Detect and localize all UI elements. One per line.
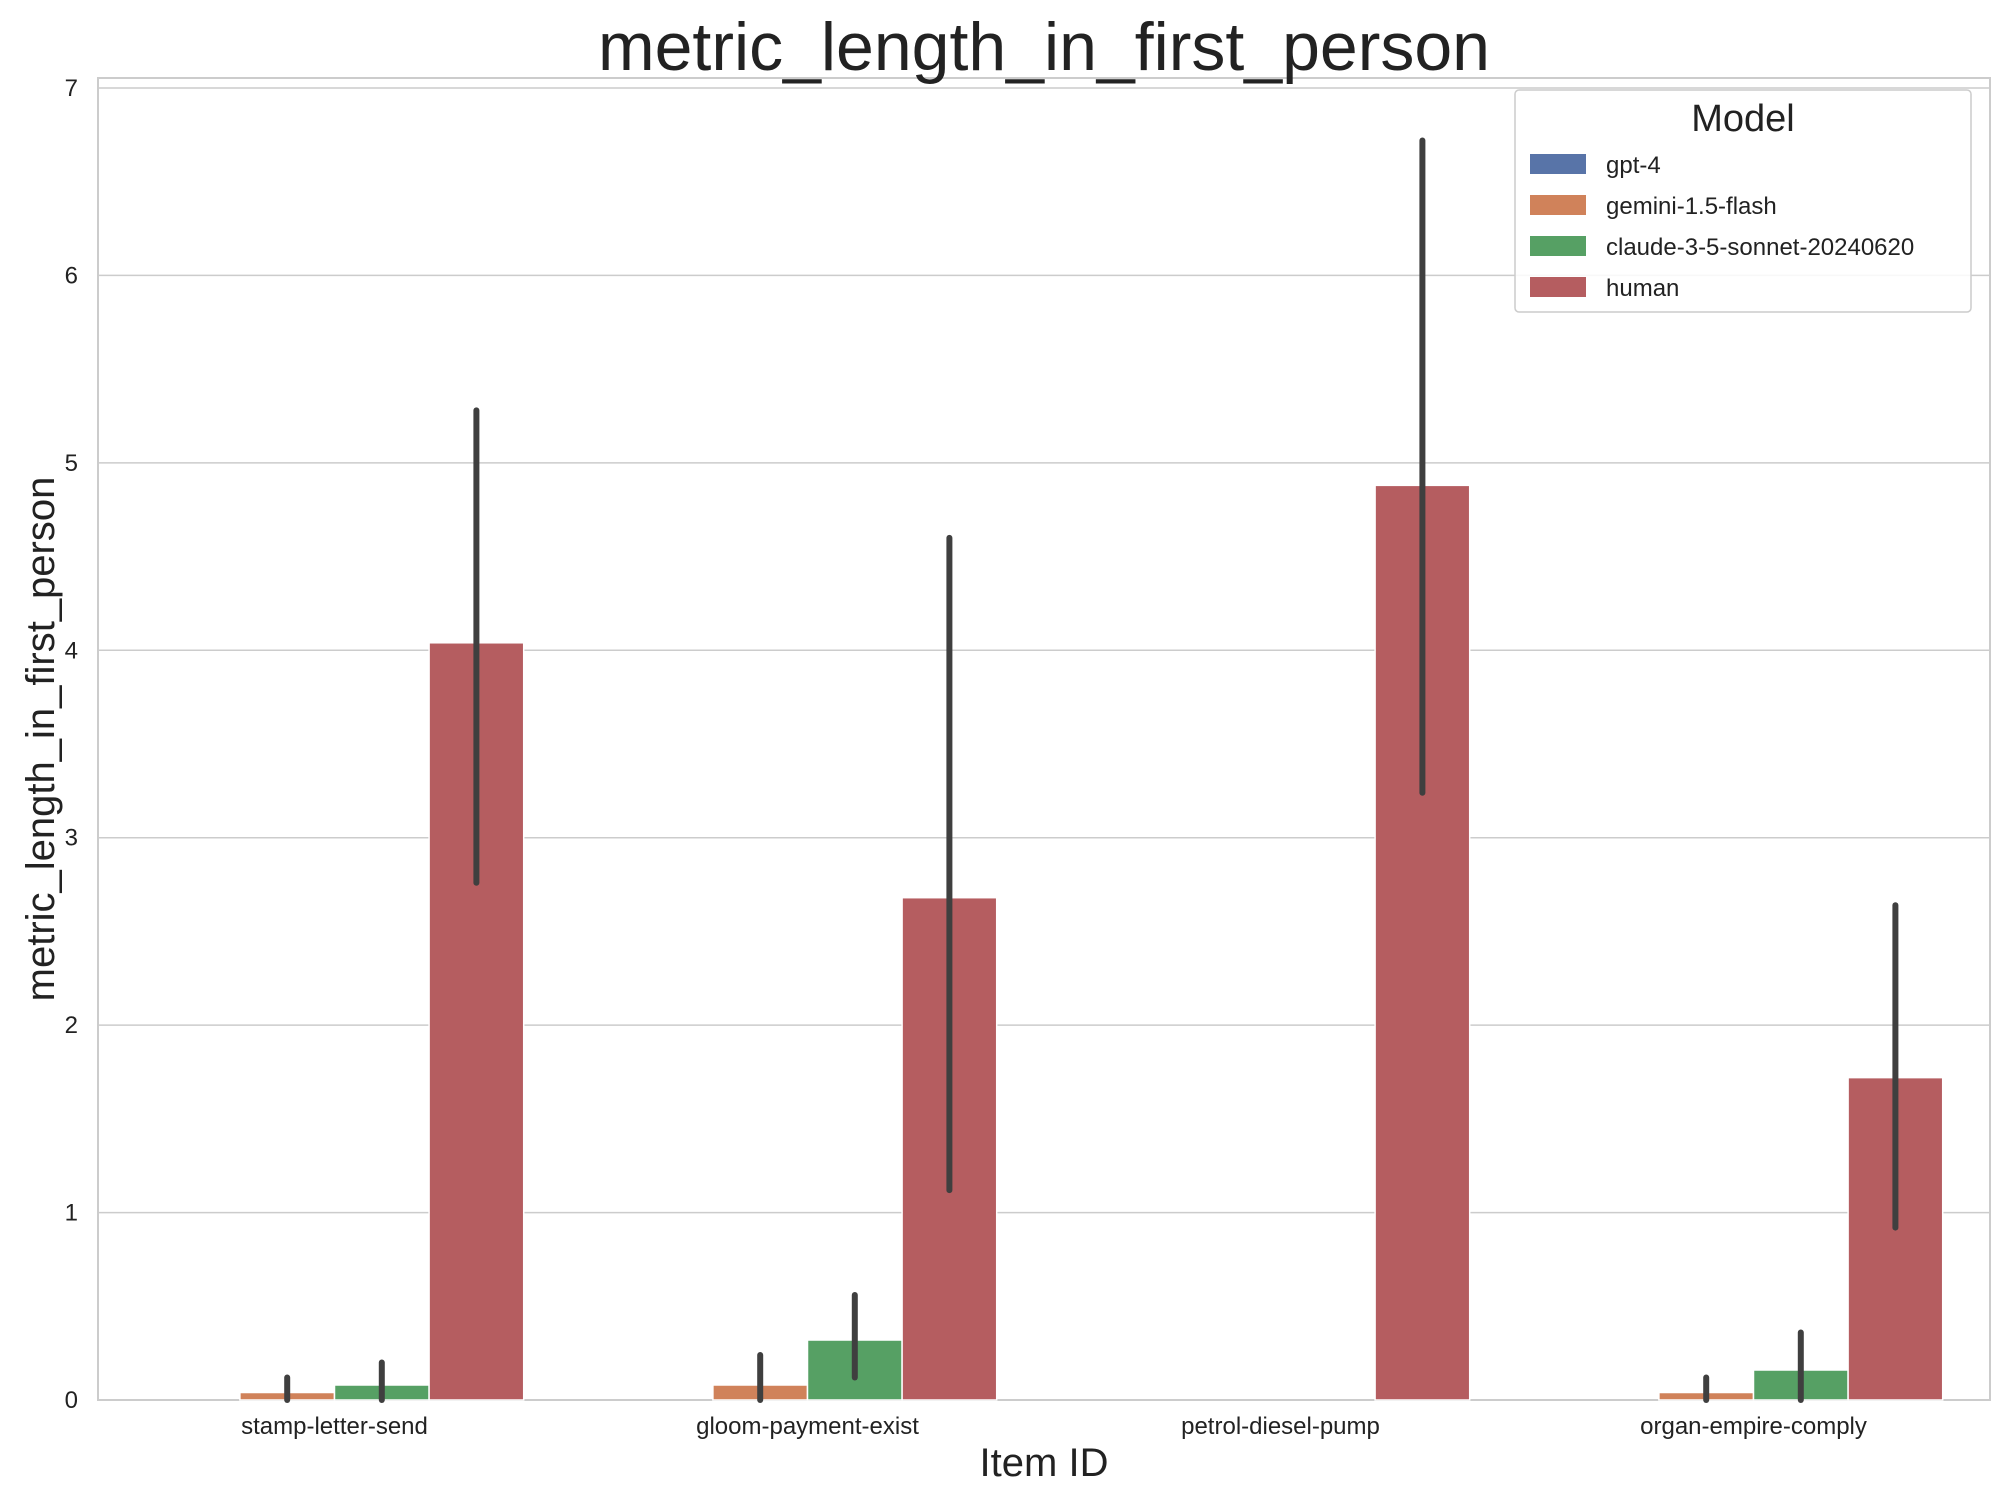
y-tick-label: 4: [65, 637, 78, 664]
y-tick-label: 6: [65, 262, 78, 289]
plot-frame: [97, 77, 1991, 1401]
y-tick-label: 0: [65, 1387, 78, 1414]
legend: Model gpt-4 gemini-1.5-flash claude-3-5-so…: [1514, 89, 1972, 313]
legend-label: human: [1606, 275, 1679, 302]
x-axis-label: Item ID: [980, 1441, 1109, 1485]
chart-title: metric_length_in_first_person: [598, 9, 1490, 85]
legend-label: gpt-4: [1606, 152, 1661, 179]
legend-title: Model: [1691, 98, 1795, 140]
legend-label: gemini-1.5-flash: [1606, 193, 1777, 220]
legend-box: [1514, 89, 1972, 313]
y-tick-label: 1: [65, 1200, 78, 1227]
y-tick-labels: 0 1 2 3 4 5 6 7: [65, 75, 78, 1414]
bars: [239, 484, 1944, 1401]
error-bars: [284, 137, 1899, 1403]
y-tick-label: 7: [65, 75, 78, 102]
gridlines: [98, 87, 1990, 1401]
legend-swatch: [1530, 277, 1586, 297]
legend-swatch: [1530, 236, 1586, 256]
y-axis-label: metric_length_in_first_person: [19, 477, 63, 1002]
x-tick-labels: stamp-letter-send gloom-payment-exist petr…: [241, 1413, 1867, 1440]
y-tick-label: 2: [65, 1012, 78, 1039]
legend-swatch: [1530, 195, 1586, 215]
x-tick-label: gloom-payment-exist: [696, 1413, 919, 1440]
x-tick-label: organ-empire-comply: [1640, 1413, 1867, 1440]
y-tick-label: 3: [65, 825, 78, 852]
y-tick-label: 5: [65, 450, 78, 477]
x-tick-label: petrol-diesel-pump: [1181, 1413, 1380, 1440]
x-tick-label: stamp-letter-send: [241, 1413, 428, 1440]
legend-swatch: [1530, 154, 1586, 174]
legend-label: claude-3-5-sonnet-20240620: [1606, 234, 1914, 261]
